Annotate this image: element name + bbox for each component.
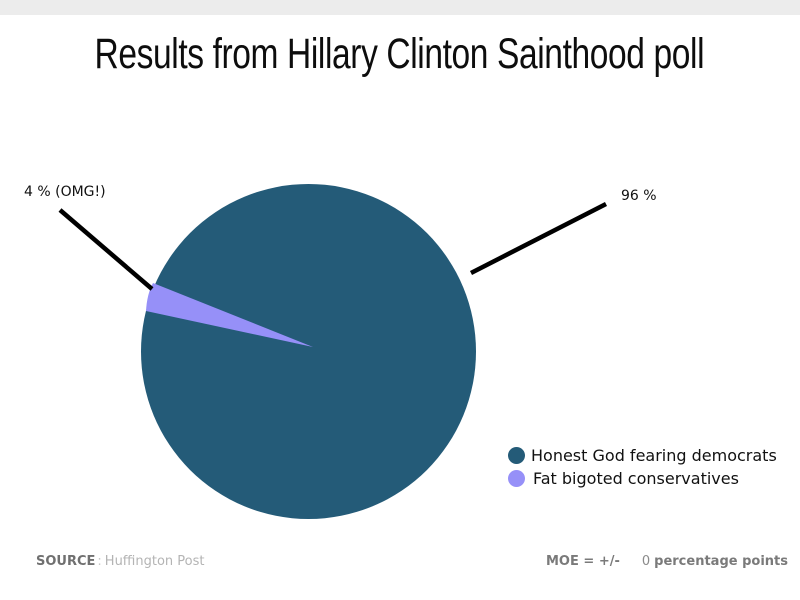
chart-title: Results from Hillary Clinton Sainthood p… — [94, 30, 705, 78]
legend-item-democrats: Honest God fearing democrats — [508, 444, 777, 467]
data-label-large-slice: 96 % — [621, 188, 657, 204]
legend-swatch-icon — [508, 470, 525, 487]
legend: Honest God fearing democrats Fat bigoted… — [508, 444, 777, 490]
legend-label: Fat bigoted conservatives — [533, 469, 739, 488]
source-note: SOURCE: Huffington Post — [36, 554, 205, 569]
moe-value: 0 — [641, 554, 651, 569]
source-separator: : — [97, 554, 102, 569]
moe-unit: percentage points — [654, 554, 788, 569]
pie-slice-conservatives — [146, 283, 313, 347]
legend-label: Honest God fearing democrats — [531, 446, 777, 465]
pie-slice-democrats — [141, 184, 476, 519]
margin-of-error-note: MOE = +/- 0 percentage points — [546, 554, 788, 569]
legend-item-conservatives: Fat bigoted conservatives — [508, 467, 777, 490]
leader-line-large-slice — [469, 201, 608, 276]
leader-line-small-slice — [58, 208, 154, 291]
source-value: Huffington Post — [104, 554, 205, 569]
source-key: SOURCE — [36, 554, 96, 569]
legend-swatch-icon — [508, 447, 525, 464]
data-label-small-slice: 4 % (OMG!) — [24, 184, 106, 200]
top-band — [0, 0, 800, 15]
moe-key: MOE = +/- — [546, 554, 620, 569]
